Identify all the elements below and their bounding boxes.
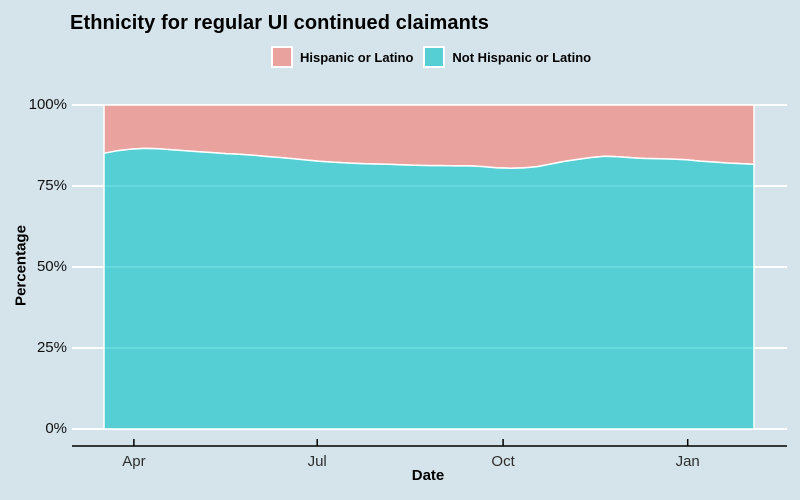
y-tick-label-25: 25% [36,339,67,356]
y-tick-label-75: 75% [36,177,67,194]
y-tick-label-0: 0% [45,420,67,437]
legend-swatch-icon [271,46,293,68]
legend: Hispanic or Latino Not Hispanic or Latino [271,46,591,68]
y-tick-label-50: 50% [36,258,67,275]
legend-item-not-hispanic: Not Hispanic or Latino [423,46,591,68]
legend-label: Hispanic or Latino [300,49,414,65]
area-not-hispanic-or-latino [103,147,755,430]
legend-label: Not Hispanic or Latino [452,49,592,65]
chart-title: Ethnicity for regular UI continued claim… [70,12,489,34]
x-tick-label-Jul: Jul [307,453,327,470]
legend-item-hispanic: Hispanic or Latino [271,46,413,68]
x-tick-label-Apr: Apr [122,453,146,470]
y-tick-label-100: 100% [28,96,67,113]
x-tick-label-Jan: Jan [675,453,700,470]
x-tick-label-Oct: Oct [491,453,515,470]
legend-swatch-icon [423,46,446,68]
x-axis-title: Date [411,467,445,484]
